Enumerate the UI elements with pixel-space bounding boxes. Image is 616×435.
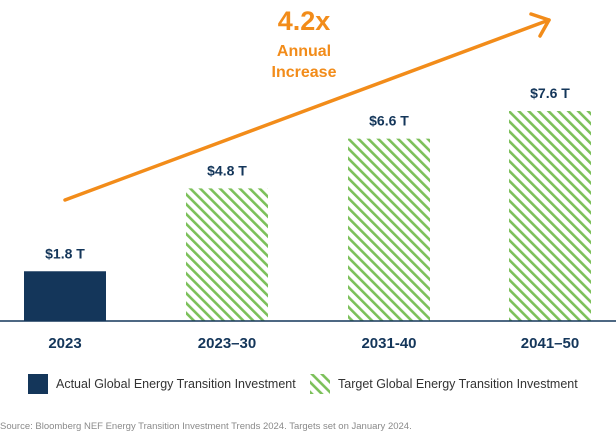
growth-arrow-line (63, 18, 551, 202)
legend-swatch-target (310, 374, 330, 394)
legend-label-actual: Actual Global Energy Transition Investme… (56, 377, 296, 391)
source-note: Source: Bloomberg NEF Energy Transition … (0, 421, 412, 432)
growth-label-line2: Increase (272, 64, 337, 81)
bar-3 (509, 111, 591, 322)
legend-item-actual: Actual Global Energy Transition Investme… (28, 374, 296, 394)
labels-layer: $1.8 T 2023 $4.8 T 2023–30 $6.6 T 2031-40 $7.6… (45, 85, 579, 352)
growth-label-line1: Annual (277, 43, 331, 60)
x-tick-label-3: 2041–50 (521, 335, 579, 352)
chart-legend: Actual Global Energy Transition Investme… (28, 374, 608, 394)
x-tick-label-0: 2023 (48, 335, 81, 352)
bar-value-label-3: $7.6 T (530, 85, 570, 101)
growth-multiplier: 4.2x (278, 6, 331, 36)
x-tick-label-2: 2031-40 (361, 335, 416, 352)
bar-value-label-0: $1.8 T (45, 245, 85, 261)
legend-swatch-actual (28, 374, 48, 394)
legend-item-target: Target Global Energy Transition Investme… (310, 374, 578, 394)
legend-label-target: Target Global Energy Transition Investme… (338, 377, 578, 391)
x-tick-label-1: 2023–30 (198, 335, 256, 352)
bar-0 (24, 271, 106, 321)
bar-2 (348, 138, 430, 321)
bars-layer (24, 111, 591, 322)
growth-annotation: 4.2x Annual Increase (63, 6, 551, 202)
bar-value-label-2: $6.6 T (369, 113, 409, 129)
bar-1 (186, 188, 268, 321)
bar-value-label-1: $4.8 T (207, 162, 247, 178)
growth-arrow-head (529, 12, 551, 38)
